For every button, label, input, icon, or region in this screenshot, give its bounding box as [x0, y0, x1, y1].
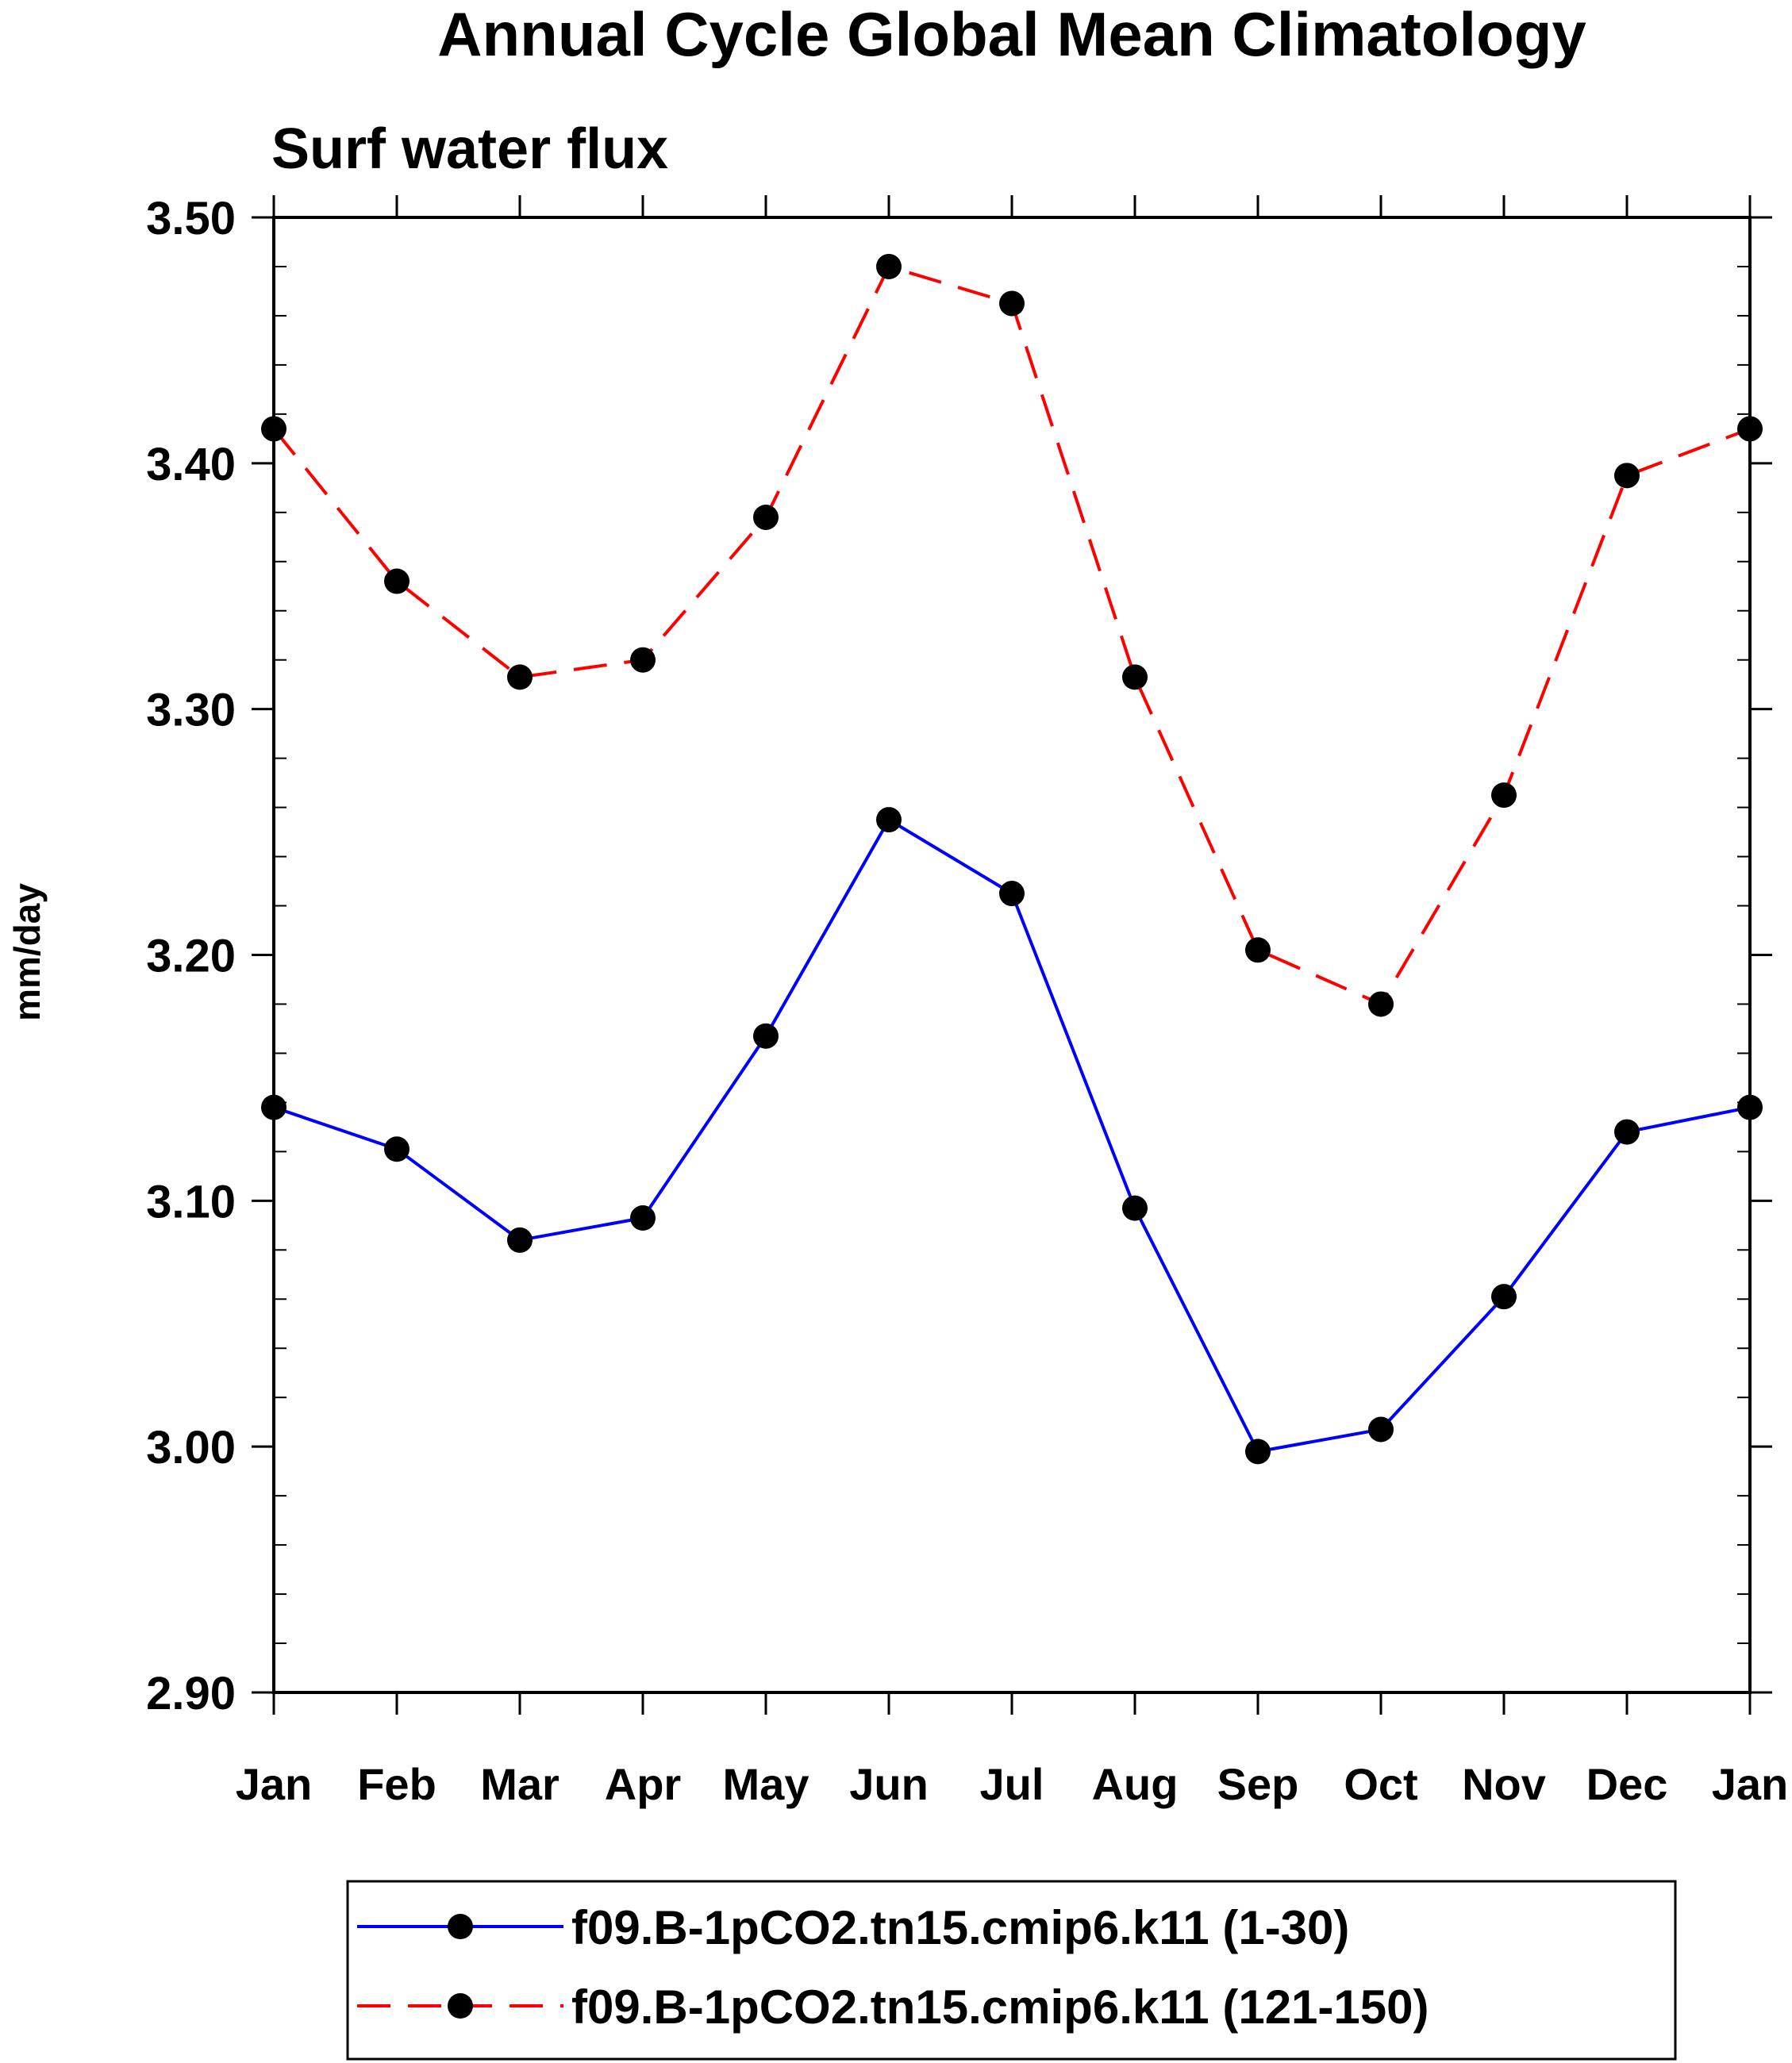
series-2-point — [630, 647, 656, 673]
series-2-point — [1368, 991, 1394, 1017]
x-tick-label: Jan — [236, 1759, 313, 1809]
series-1-point — [753, 1023, 779, 1049]
x-tick-labels: Jan Feb Mar Apr May Jun Jul Aug Sep Oct Nov Dec Jan — [236, 1759, 1789, 1809]
series-2-point — [753, 504, 779, 530]
legend-marker-1 — [448, 1914, 473, 1939]
legend-box — [346, 1880, 1677, 2061]
x-tick-label: Mar — [480, 1759, 560, 1809]
series-1-point — [999, 881, 1025, 907]
y-tick-label: 3.10 — [146, 1176, 236, 1227]
series-2-point — [1614, 463, 1640, 489]
major-ticks — [252, 195, 1772, 1715]
series-1-point — [384, 1136, 410, 1162]
series-1-point — [876, 807, 902, 833]
series-1-point — [507, 1227, 533, 1253]
legend-marker-2 — [448, 1993, 473, 2019]
x-tick-label: Jun — [849, 1759, 929, 1809]
series-2-point — [1491, 782, 1517, 809]
y-tick-label: 3.30 — [146, 685, 236, 736]
x-tick-label: Jan — [1712, 1759, 1789, 1809]
y-tick-labels: 2.90 3.00 3.10 3.20 3.30 3.40 3.50 — [146, 193, 236, 1719]
plot-frame — [272, 216, 1752, 1694]
series-1-point — [1122, 1195, 1148, 1221]
minor-ticks — [274, 265, 1750, 1645]
x-tick-label: Sep — [1217, 1759, 1299, 1809]
x-tick-label: Feb — [357, 1759, 436, 1809]
x-tick-label: Dec — [1586, 1759, 1668, 1809]
series-1-point — [1614, 1119, 1640, 1145]
series-2-point — [1122, 664, 1148, 690]
series-2-point — [999, 290, 1025, 317]
y-tick-label: 3.50 — [146, 193, 236, 244]
series-2-point — [507, 664, 533, 690]
series-1-point — [1368, 1416, 1394, 1443]
x-tick-label: Apr — [605, 1759, 681, 1809]
legend: f09.B-1pCO2.tn15.cmip6.k11 (1-30) f09.B-1… — [346, 1880, 1677, 2061]
series-line-1 — [273, 818, 1751, 1454]
legend-label-1: f09.B-1pCO2.tn15.cmip6.k11 (1-30) — [571, 1901, 1349, 1954]
series-1-point — [630, 1205, 656, 1231]
y-axis-label: mm/day — [6, 883, 48, 1021]
y-tick-label: 3.00 — [146, 1422, 236, 1473]
series-layer — [261, 253, 1763, 1465]
x-tick-label: May — [723, 1759, 809, 1809]
y-tick-label: 3.40 — [146, 439, 236, 490]
series-2-point — [1245, 937, 1271, 963]
x-tick-label: Aug — [1092, 1759, 1179, 1809]
chart-title: Annual Cycle Global Mean Climatology — [437, 0, 1586, 69]
series-1-point — [1491, 1284, 1517, 1310]
series-2-point — [384, 568, 410, 594]
series-2-point — [876, 253, 902, 279]
y-tick-label: 2.90 — [146, 1668, 236, 1719]
x-tick-label: Oct — [1344, 1759, 1417, 1809]
legend-label-2: f09.B-1pCO2.tn15.cmip6.k11 (121-150) — [571, 1980, 1429, 2034]
series-1-point — [1245, 1439, 1271, 1465]
y-tick-label: 3.20 — [146, 931, 236, 982]
legend-items: f09.B-1pCO2.tn15.cmip6.k11 (1-30) f09.B-1… — [357, 1901, 1429, 2034]
x-tick-label: Jul — [980, 1759, 1044, 1809]
chart-subtitle: Surf water flux — [271, 117, 668, 181]
x-tick-label: Nov — [1462, 1759, 1546, 1809]
